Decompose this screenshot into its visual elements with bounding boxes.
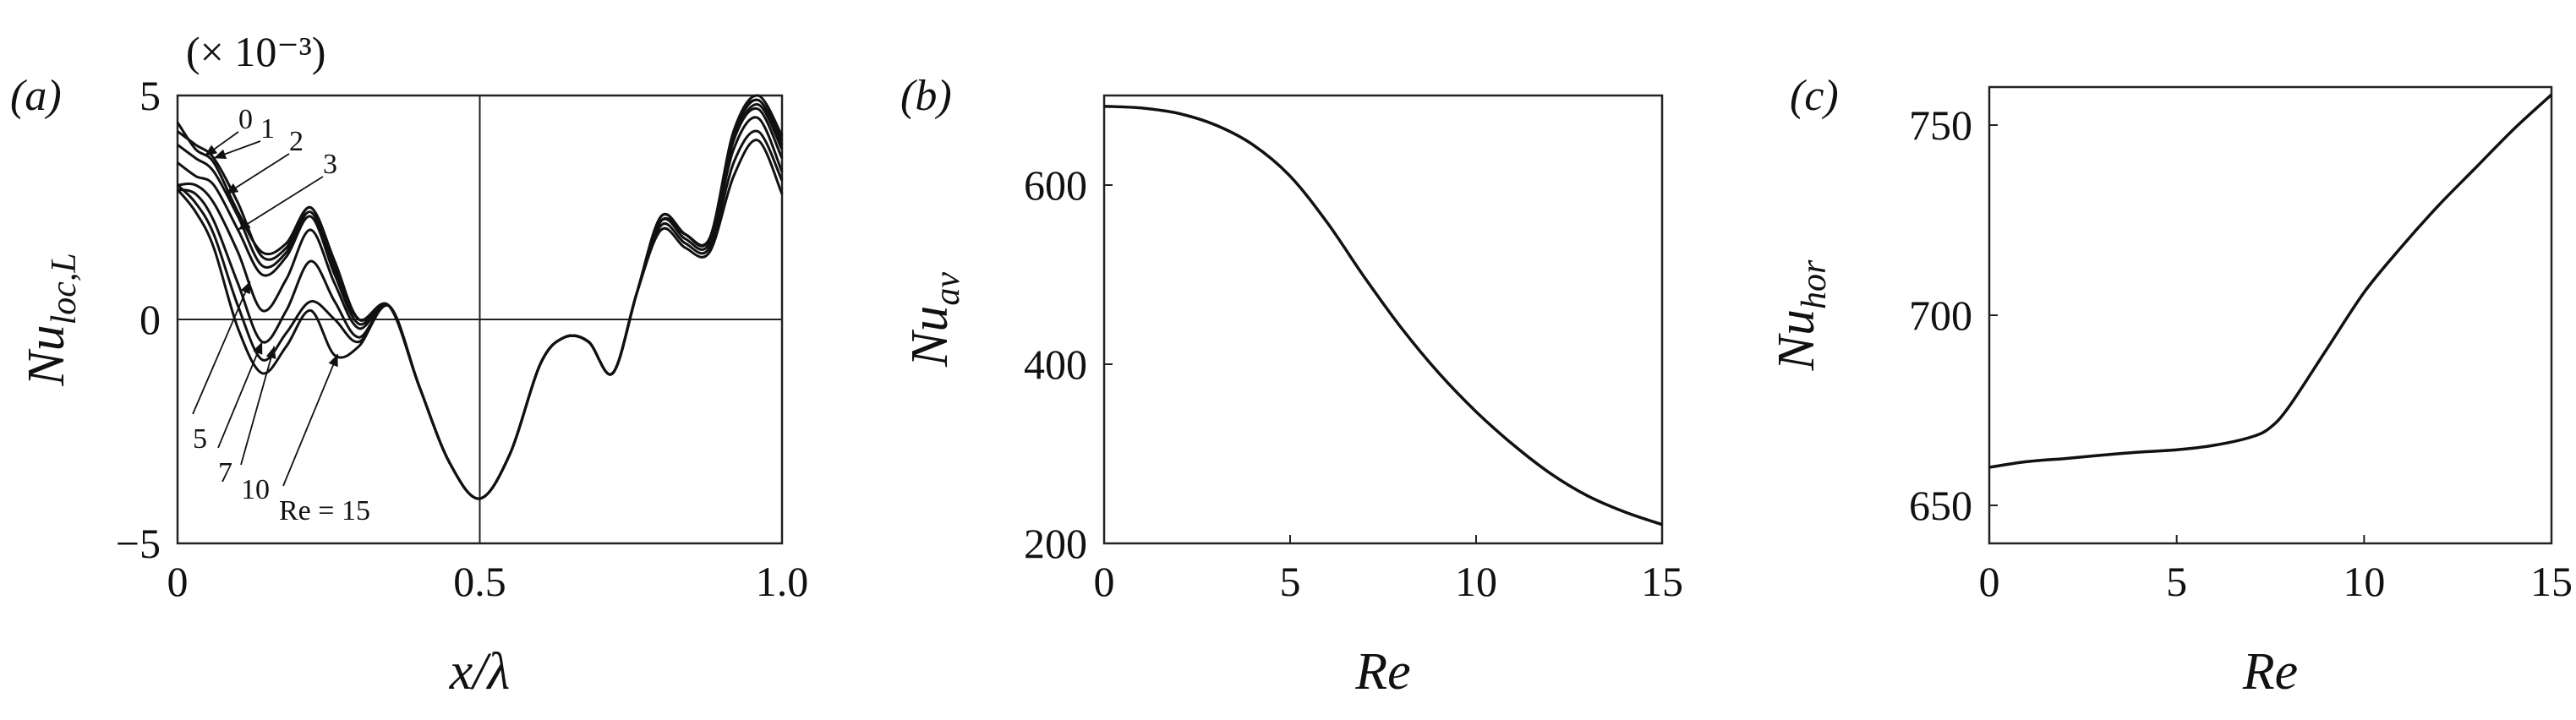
y-tick-label: 400 [1024,341,1087,388]
y-tick-label: 750 [1909,101,1972,149]
y-axis-label-subscript: av [928,272,967,306]
y-tick-label: 600 [1024,161,1087,209]
panel-label: (a) [10,72,62,120]
x-tick-label: 0.5 [453,558,506,605]
y-axis-label-main: Nu [1768,309,1825,371]
series-line [1103,104,1663,526]
y-axis-label-main: Nu [18,325,75,386]
x-tick-label: 0 [1094,558,1115,605]
panel-b: (b) 0 5 10 15 200 400 600 Re Nuav [900,72,1683,701]
annotation-leader [282,353,339,487]
annotation-arrowhead [205,145,218,156]
x-tick-label: 0 [167,558,189,605]
annotation-arrowhead [265,346,276,359]
annotation-arrowhead [226,183,239,194]
y-axis-label-subscript: loc,L [45,253,84,325]
y-tick-label: −5 [116,520,161,567]
series-line [1988,93,2553,469]
plot-frame [1102,94,1664,545]
x-tick-label: 15 [1641,558,1683,605]
annotation-leader [192,281,251,415]
series-annotation: 5 [193,423,207,455]
annotation-arrowhead [238,219,251,230]
annotation-arrowhead [253,341,263,355]
x-tick-label: 0 [1979,558,2000,605]
annotation-leader [238,176,324,231]
x-tick-label: 5 [2166,558,2187,605]
plot-frame [1988,85,2553,545]
annotation-arrowhead [213,149,227,160]
panel-c: (c) 0 5 10 15 650 700 750 Re Nuhor [1768,72,2573,701]
x-axis-label: Re [1354,643,1410,701]
y-tick-label: 5 [139,72,161,119]
x-tick-label: 10 [2343,558,2385,605]
x-tick-label: 1.0 [756,558,809,605]
x-axis-label: x/λ [449,643,511,701]
y-tick-label: 700 [1909,292,1972,339]
x-tick-label: 5 [1280,558,1301,605]
annotation-leader [240,346,276,466]
panel-label: (c) [1790,72,1839,120]
y-tick-label: 0 [139,296,161,343]
y-axis-label: Nuav [901,272,967,368]
series-annotation: 2 [289,126,304,157]
x-tick-label: 10 [1455,558,1497,605]
y-tick-label: 200 [1024,520,1087,567]
axis-multiplier: (× 10⁻³) [186,28,325,75]
series-annotation: 3 [323,149,337,180]
y-axis-label-main: Nu [901,306,959,368]
x-tick-label: 15 [2530,558,2573,605]
y-axis-label-subscript: hor [1795,259,1834,309]
series-annotation: 1 [260,113,275,145]
panel-label: (b) [900,72,952,120]
y-axis-label: Nuhor [1768,259,1834,371]
series-annotation: 10 [241,474,270,505]
annotation-leader [217,341,263,449]
annotation-arrowhead [328,354,338,368]
series-annotation: 7 [218,457,232,488]
annotation-leader [225,153,290,195]
y-axis-label: Nuloc,L [18,253,84,387]
annotation-arrowhead [240,281,250,295]
series-annotation: 0 [238,104,253,135]
y-tick-label: 650 [1909,482,1972,529]
series-annotation: Re = 15 [279,495,370,526]
series-line [176,139,784,500]
x-axis-label: Re [2242,643,2298,701]
